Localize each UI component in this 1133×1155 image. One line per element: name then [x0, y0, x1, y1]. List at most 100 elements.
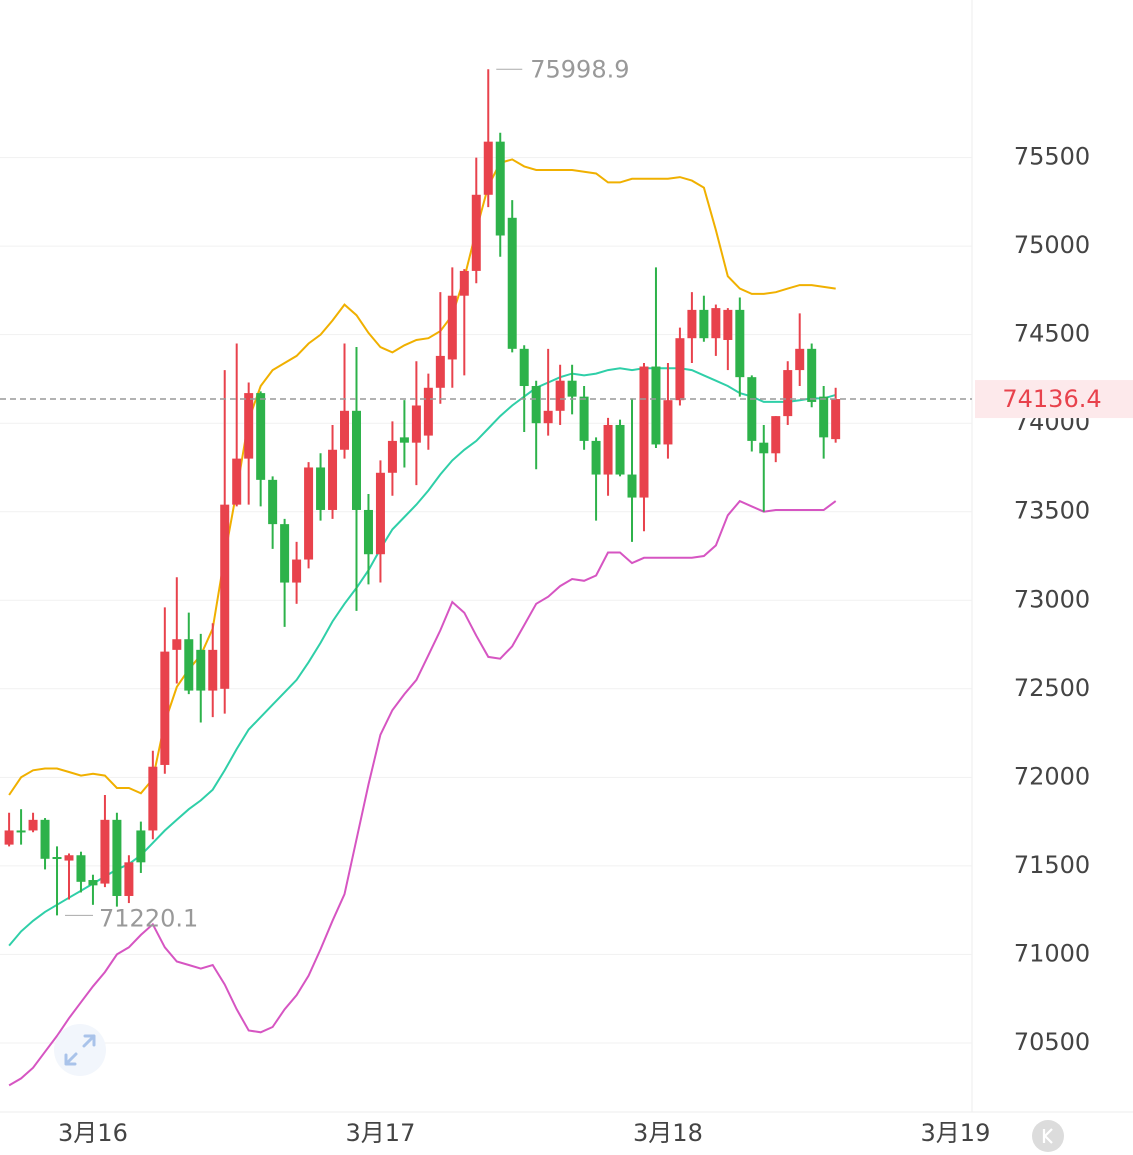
band-line	[8, 367, 836, 947]
candle-body	[555, 380, 565, 411]
candle-body	[723, 309, 733, 340]
candles	[4, 69, 841, 916]
candle-body	[292, 559, 302, 583]
candle-body	[136, 830, 146, 863]
high-label: 75998.9	[530, 55, 629, 83]
candle-body	[4, 830, 14, 845]
candle-body	[148, 766, 158, 831]
candle-body	[807, 348, 817, 402]
candle-body	[627, 474, 637, 498]
candle-body	[771, 416, 781, 454]
last-price-label: 74136.4	[1002, 385, 1101, 413]
candle-body	[280, 524, 290, 583]
candle-body	[423, 387, 433, 436]
candle-body	[615, 424, 625, 475]
candle-body	[124, 862, 134, 896]
bands	[8, 158, 837, 1087]
candle-body	[519, 348, 529, 387]
y-tick-label: 74500	[1014, 320, 1090, 348]
y-tick-label: 72500	[1014, 674, 1090, 702]
candle-body	[819, 396, 829, 438]
candle-body	[112, 819, 122, 896]
candle-body	[88, 880, 98, 886]
y-tick-label: 73500	[1014, 497, 1090, 525]
candle-body	[735, 309, 745, 378]
annotations: 75998.9 71220.1 74136.4	[0, 55, 1133, 932]
candle-body	[651, 366, 661, 445]
candle-body	[100, 819, 110, 884]
candle-body	[759, 442, 769, 454]
candle-body	[543, 410, 553, 424]
y-tick-label: 75000	[1014, 231, 1090, 259]
candle-body	[459, 270, 469, 296]
candle-body	[16, 830, 26, 833]
candle-body	[531, 386, 541, 424]
candle-body	[316, 467, 326, 510]
y-tick-label: 73000	[1014, 585, 1090, 613]
candle-body	[351, 410, 361, 510]
candle-body	[507, 217, 517, 349]
candle-body	[495, 141, 505, 236]
candle-body	[411, 405, 421, 443]
candle-body	[747, 377, 757, 441]
candle-body	[783, 370, 793, 417]
candle-body	[663, 400, 673, 445]
low-label: 71220.1	[99, 904, 198, 932]
candle-body	[28, 819, 38, 831]
candle-body	[375, 472, 385, 555]
candle-body	[328, 449, 338, 510]
candle-body	[363, 509, 373, 555]
candle-body	[244, 393, 254, 459]
candle-body	[483, 141, 493, 195]
candle-body	[471, 194, 481, 271]
candle-body	[435, 355, 445, 388]
y-tick-label: 71500	[1014, 851, 1090, 879]
candle-body	[387, 440, 397, 473]
candle-body	[184, 639, 194, 691]
candle-body	[304, 467, 314, 560]
candle-body	[40, 819, 50, 859]
candle-body	[208, 649, 218, 691]
k-button-bg[interactable]	[1032, 1120, 1064, 1152]
k-icon[interactable]	[1042, 1128, 1053, 1144]
candle-body	[268, 479, 278, 525]
candle-body	[591, 440, 601, 475]
candle-body	[340, 410, 350, 450]
band-line	[8, 158, 836, 796]
candle-body	[232, 458, 242, 505]
candle-body	[220, 504, 230, 689]
candle-body	[256, 393, 266, 480]
candle-body	[831, 399, 841, 440]
candle-body	[196, 649, 206, 691]
candle-body	[76, 855, 86, 882]
x-tick-label: 3月16	[58, 1119, 128, 1147]
candle-body	[639, 366, 649, 498]
x-tick-label: 3月17	[346, 1119, 416, 1147]
last-price-box	[975, 380, 1133, 419]
expand-button-bg[interactable]	[54, 1024, 106, 1076]
x-tick-label: 3月18	[633, 1119, 703, 1147]
candle-body	[52, 857, 62, 860]
candle-body	[567, 380, 577, 397]
candle-body	[795, 348, 805, 371]
band-line	[8, 499, 837, 1087]
candle-body	[699, 309, 709, 339]
candle-body	[711, 308, 721, 339]
y-tick-label: 71000	[1014, 939, 1090, 967]
candle-body	[675, 338, 685, 401]
candle-body	[64, 855, 74, 861]
candle-body	[603, 424, 613, 475]
k-button[interactable]	[1032, 1120, 1064, 1152]
grid: 7050071000715007200072500730007350074000…	[0, 143, 1090, 1147]
candle-body	[160, 651, 170, 765]
expand-icon[interactable]	[64, 1034, 96, 1066]
expand-button[interactable]	[54, 1024, 106, 1076]
y-tick-label: 70500	[1014, 1028, 1090, 1056]
candle-body	[399, 437, 409, 443]
candle-body	[687, 309, 697, 339]
candle-body	[447, 295, 457, 360]
x-tick-label: 3月19	[921, 1119, 991, 1147]
